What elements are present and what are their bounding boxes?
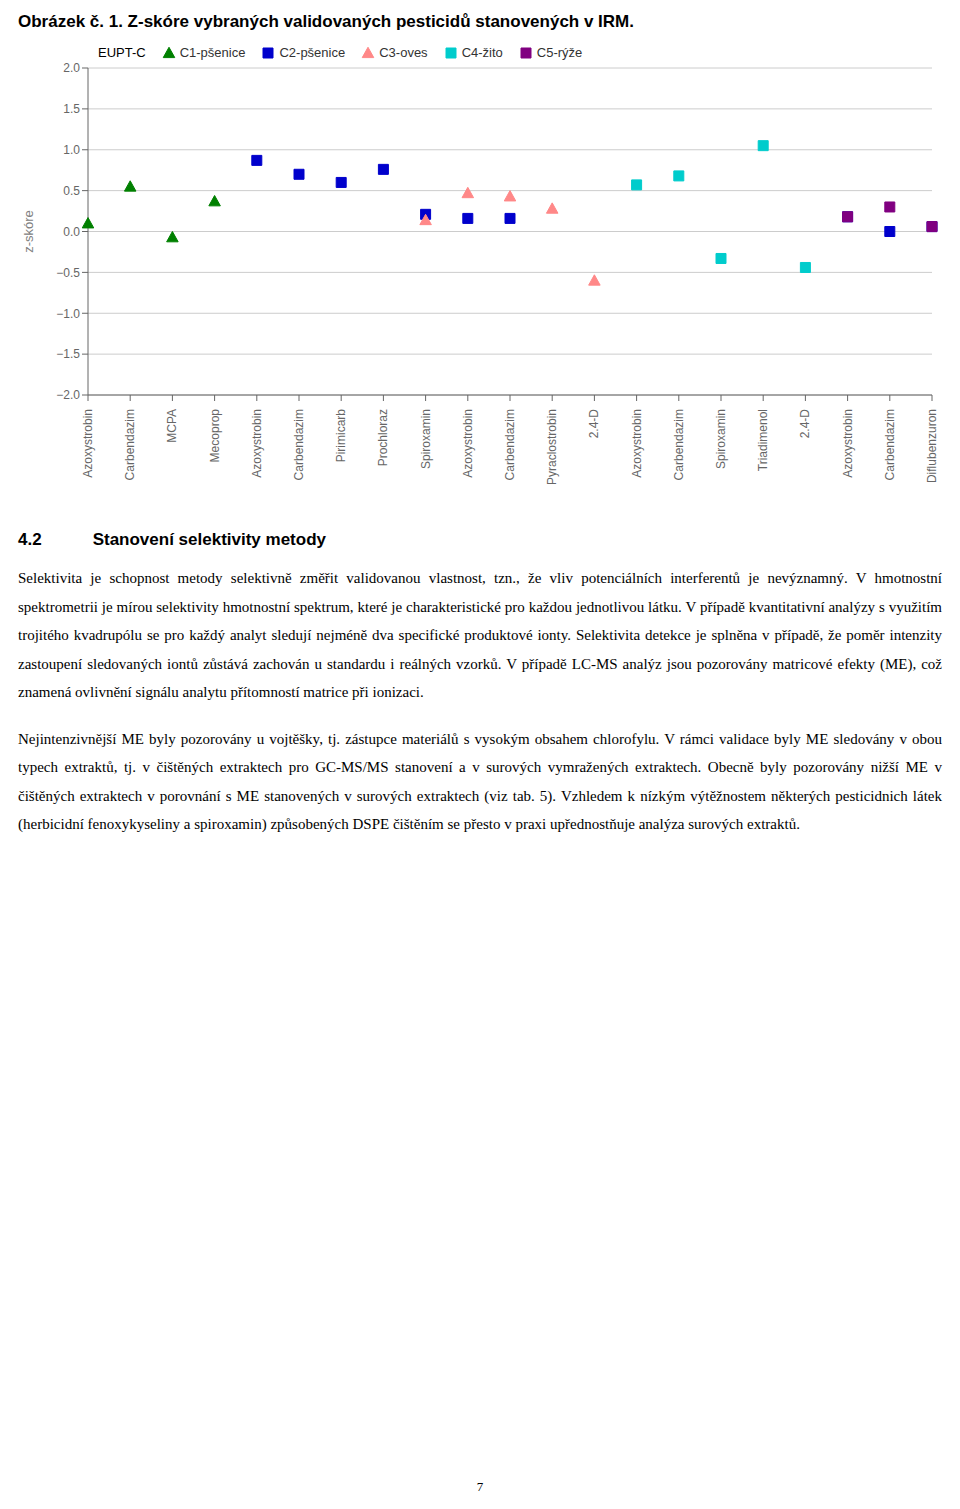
- svg-text:−0.5: −0.5: [56, 266, 80, 280]
- html-text:Selektivita je schopnost metod: Selektivita je schopnost metody selektiv…: [18, 570, 942, 700]
- svg-text:Mecoprop: Mecoprop: [208, 409, 222, 463]
- svg-text:Azoxystrobin: Azoxystrobin: [81, 409, 95, 478]
- svg-text:0.0: 0.0: [63, 225, 80, 239]
- svg-text:Carbendazim: Carbendazim: [503, 409, 517, 480]
- svg-text:Carbendazim: Carbendazim: [672, 409, 686, 480]
- svg-text:Carbendazim: Carbendazim: [292, 409, 306, 480]
- svg-text:Pirimicarb: Pirimicarb: [334, 409, 348, 463]
- svg-text:Carbendazim: Carbendazim: [123, 409, 137, 480]
- svg-text:Spiroxamin: Spiroxamin: [714, 409, 728, 469]
- html-text:Nejintenzivnější ME byly pozor: Nejintenzivnější ME byly pozorovány u vo…: [18, 730, 942, 832]
- svg-text:Spiroxamin: Spiroxamin: [419, 409, 433, 469]
- svg-text:Carbendazim: Carbendazim: [883, 409, 897, 480]
- svg-text:Azoxystrobin: Azoxystrobin: [841, 409, 855, 478]
- html-text:4.2 Stanovení selektivity meto: 4.2 Stanovení selektivity metody: [18, 530, 326, 549]
- svg-text:Pyraclostrobin: Pyraclostrobin: [545, 409, 559, 485]
- svg-text:2.4-D: 2.4-D: [587, 409, 601, 439]
- svg-text:−2.0: −2.0: [56, 388, 80, 402]
- svg-text:Triadimenol: Triadimenol: [756, 409, 770, 471]
- svg-text:z-skóre: z-skóre: [21, 210, 36, 253]
- svg-text:−1.0: −1.0: [56, 307, 80, 321]
- svg-text:2.0: 2.0: [63, 61, 80, 75]
- html-text:C2-pšenice: C2-pšenice: [279, 45, 346, 60]
- svg-text:Azoxystrobin: Azoxystrobin: [461, 409, 475, 478]
- svg-text:Prochloraz: Prochloraz: [376, 409, 390, 466]
- html-text:7: 7: [476, 1479, 484, 1494]
- svg-text:1.0: 1.0: [63, 143, 80, 157]
- html-text:EUPT-C: EUPT-C: [98, 45, 146, 60]
- html-text:C3-oves: C3-oves: [379, 45, 428, 60]
- svg-text:Azoxystrobin: Azoxystrobin: [630, 409, 644, 478]
- html-text:C5-rýže: C5-rýže: [536, 45, 583, 60]
- html-text:Obrázek č. 1. Z-skóre vybranýc: Obrázek č. 1. Z-skóre vybraných validova…: [18, 12, 634, 31]
- svg-text:1.5: 1.5: [63, 102, 80, 116]
- html-text:C1-pšenice: C1-pšenice: [179, 45, 246, 60]
- svg-text:0.5: 0.5: [63, 184, 80, 198]
- svg-text:MCPA: MCPA: [165, 409, 179, 443]
- svg-text:2.4-D: 2.4-D: [798, 409, 812, 439]
- svg-text:Diflubenzuron: Diflubenzuron: [925, 409, 939, 483]
- svg-text:Azoxystrobin: Azoxystrobin: [250, 409, 264, 478]
- svg-text:−1.5: −1.5: [56, 347, 80, 361]
- html-text:C4-žito: C4-žito: [461, 45, 503, 60]
